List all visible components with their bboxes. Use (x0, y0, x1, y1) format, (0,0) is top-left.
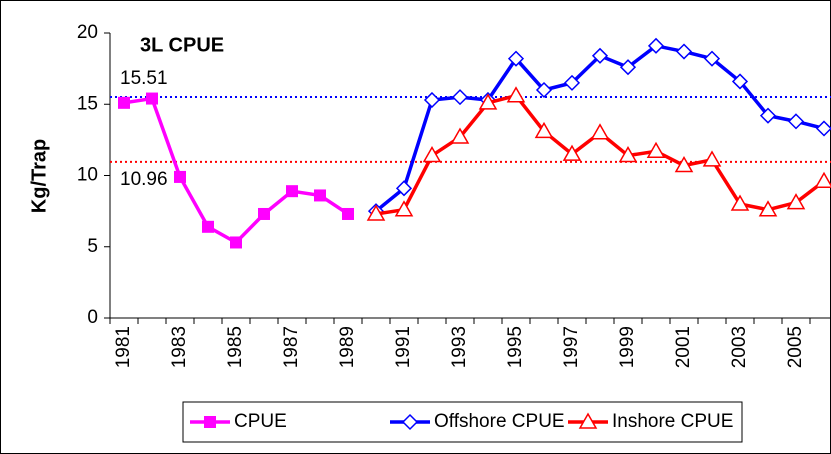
x-tick-label: 2005 (785, 326, 806, 368)
x-tick-label: 1983 (169, 326, 190, 368)
y-tick-label: 5 (87, 236, 98, 257)
y-axis-label: Kg/Trap (28, 139, 50, 213)
x-tick-label: 1995 (505, 326, 526, 368)
marker (730, 194, 750, 211)
y-tick-label: 10 (77, 165, 98, 186)
x-tick-label: 2001 (673, 326, 694, 368)
marker (590, 123, 610, 140)
marker (618, 146, 638, 163)
marker (450, 127, 470, 144)
marker (394, 200, 414, 217)
marker (619, 59, 637, 76)
marker (563, 74, 581, 91)
marker (230, 236, 242, 249)
marker (758, 200, 778, 217)
legend-box (182, 401, 743, 443)
marker (202, 220, 214, 233)
marker (702, 150, 722, 167)
x-tick-label: 1991 (393, 326, 414, 368)
marker (258, 207, 270, 220)
x-tick-label: 1999 (617, 326, 638, 368)
x-tick-label: 1981 (113, 326, 134, 368)
marker (366, 204, 386, 221)
marker (342, 207, 354, 220)
marker (646, 141, 666, 159)
marker (647, 37, 665, 54)
marker (731, 73, 749, 90)
legend-label: Offshore CPUE (434, 411, 565, 432)
y-tick-label: 0 (87, 307, 98, 328)
marker (562, 144, 582, 161)
legend: CPUE Offshore CPUE Inshore CPUE (182, 401, 743, 443)
reference-label: 15.51 (120, 68, 168, 89)
x-tick-label: 1985 (225, 326, 246, 368)
marker (535, 81, 553, 99)
marker (674, 156, 694, 173)
marker (703, 50, 721, 67)
marker (423, 91, 441, 109)
legend-label: Inshore CPUE (612, 411, 733, 432)
marker (814, 171, 831, 188)
marker (314, 189, 326, 202)
marker (174, 170, 186, 183)
legend-marker (578, 412, 598, 429)
x-tick-label: 1993 (449, 326, 470, 368)
legend-label: CPUE (234, 411, 287, 432)
marker (815, 120, 831, 137)
reference-label: 10.96 (120, 169, 168, 190)
marker (395, 180, 413, 197)
marker (451, 89, 469, 106)
marker (118, 96, 130, 109)
marker (759, 107, 777, 124)
x-tick-label: 1997 (561, 326, 582, 368)
marker (422, 146, 442, 163)
marker (591, 47, 609, 64)
marker (507, 50, 525, 67)
legend-marker (401, 413, 419, 431)
chart-title: 3L CPUE (140, 34, 224, 56)
y-tick-label: 20 (77, 22, 98, 43)
marker (146, 92, 158, 105)
marker (534, 121, 554, 139)
marker (286, 185, 298, 198)
marker (787, 113, 805, 130)
marker (478, 93, 498, 110)
x-tick-label: 1987 (281, 326, 302, 368)
x-tick-label: 2003 (729, 326, 750, 368)
y-tick-label: 15 (77, 93, 98, 114)
marker (786, 193, 806, 210)
legend-marker (204, 416, 216, 428)
marker (506, 86, 526, 103)
x-tick-label: 1989 (337, 326, 358, 368)
marker (675, 43, 693, 60)
